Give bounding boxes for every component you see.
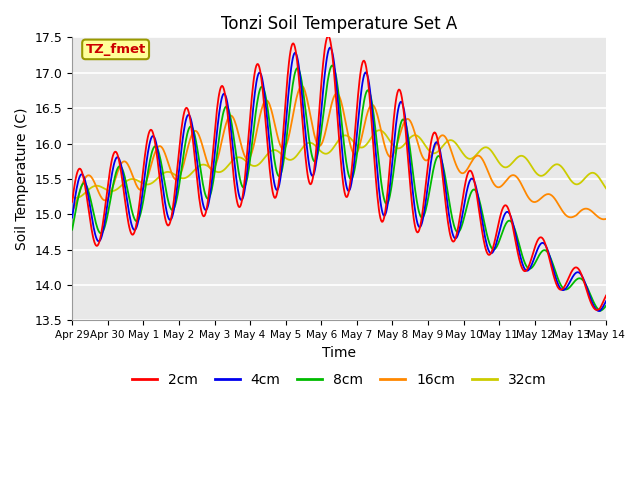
Line: 8cm: 8cm	[72, 65, 606, 311]
2cm	[602, 293, 610, 299]
16cm	[215, 150, 223, 156]
32cm	[216, 169, 224, 175]
Line: 2cm: 2cm	[72, 36, 606, 310]
4cm	[420, 209, 428, 215]
4cm	[326, 45, 333, 50]
2cm	[420, 196, 428, 202]
4cm	[404, 144, 412, 150]
Text: TZ_fmet: TZ_fmet	[86, 43, 146, 56]
8cm	[133, 218, 141, 224]
16cm	[602, 216, 610, 222]
32cm	[134, 178, 141, 183]
16cm	[187, 134, 195, 140]
2cm	[68, 199, 76, 204]
32cm	[188, 170, 196, 176]
8cm	[596, 308, 604, 314]
2cm	[593, 307, 601, 313]
4cm	[78, 171, 86, 177]
32cm	[602, 185, 610, 191]
4cm	[596, 308, 604, 314]
16cm	[68, 208, 76, 214]
32cm	[72, 195, 80, 201]
Line: 16cm: 16cm	[72, 86, 606, 219]
Line: 4cm: 4cm	[72, 48, 606, 311]
2cm	[187, 122, 195, 128]
4cm	[68, 215, 76, 220]
16cm	[600, 216, 607, 222]
Y-axis label: Soil Temperature (C): Soil Temperature (C)	[15, 108, 29, 250]
2cm	[78, 168, 86, 174]
16cm	[420, 156, 428, 162]
16cm	[133, 183, 141, 189]
X-axis label: Time: Time	[322, 346, 356, 360]
32cm	[79, 192, 86, 198]
32cm	[421, 142, 429, 148]
4cm	[187, 117, 195, 122]
2cm	[324, 33, 332, 39]
2cm	[133, 219, 141, 225]
4cm	[215, 110, 223, 116]
8cm	[602, 303, 610, 309]
2cm	[404, 162, 412, 168]
8cm	[215, 134, 223, 140]
32cm	[68, 194, 76, 200]
4cm	[602, 298, 610, 304]
16cm	[404, 116, 412, 122]
Title: Tonzi Soil Temperature Set A: Tonzi Soil Temperature Set A	[221, 15, 457, 33]
2cm	[215, 91, 223, 96]
8cm	[78, 182, 86, 188]
8cm	[68, 227, 76, 232]
Line: 32cm: 32cm	[72, 130, 606, 198]
16cm	[298, 84, 305, 89]
16cm	[78, 183, 86, 189]
4cm	[133, 224, 141, 229]
8cm	[187, 123, 195, 129]
Legend: 2cm, 4cm, 8cm, 16cm, 32cm: 2cm, 4cm, 8cm, 16cm, 32cm	[126, 368, 552, 393]
32cm	[376, 127, 383, 133]
8cm	[328, 62, 336, 68]
8cm	[420, 212, 428, 218]
8cm	[404, 135, 412, 141]
32cm	[406, 136, 413, 142]
